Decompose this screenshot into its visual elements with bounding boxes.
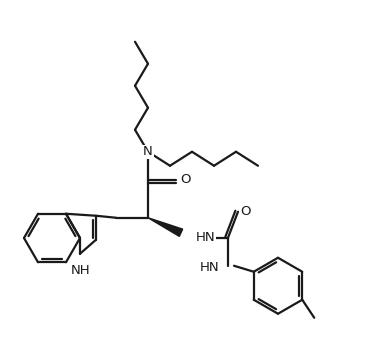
Text: O: O — [240, 205, 250, 218]
Text: HN: HN — [196, 231, 216, 244]
Text: N: N — [143, 145, 153, 158]
Text: HN: HN — [200, 261, 220, 274]
Text: NH: NH — [71, 264, 91, 277]
Polygon shape — [148, 218, 183, 236]
Text: O: O — [180, 173, 190, 186]
